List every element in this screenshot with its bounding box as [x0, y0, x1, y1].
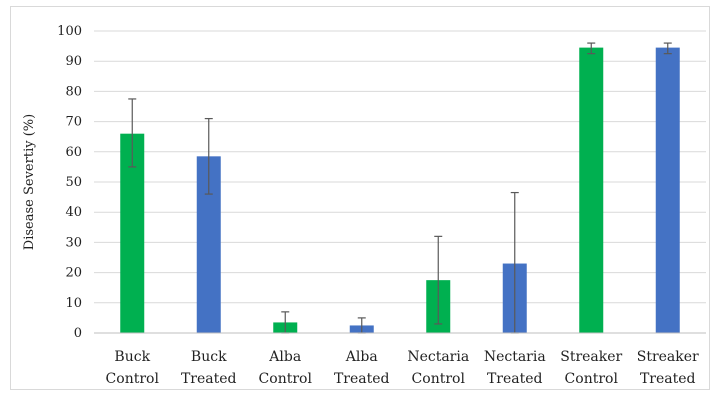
x-tick-label: Buck Treated	[181, 349, 237, 387]
y-tick-label: 10	[65, 296, 82, 311]
y-axis-label: Disease Severtiy (%)	[22, 114, 37, 250]
error-bar	[204, 117, 213, 195]
error-bar	[128, 98, 137, 168]
x-tick-label: Buck Control	[106, 349, 160, 387]
y-tick-label: 90	[65, 54, 82, 69]
y-tick-label: 50	[65, 175, 82, 190]
x-tick-label: Nectaria Treated	[484, 349, 546, 387]
y-tick-label: 0	[74, 326, 82, 341]
x-axis-labels: Buck Control Buck Treated Alba Control Alba Tre…	[106, 349, 699, 387]
y-tick-label: 20	[65, 266, 82, 281]
y-axis-ticks: 0 10 20 30 40 50 60 70 80 90 100	[57, 24, 82, 341]
y-tick-label: 70	[65, 115, 82, 130]
x-tick-label: Streaker Treated	[637, 349, 699, 387]
x-tick-label: Alba Control	[259, 349, 313, 387]
y-tick-label: 40	[65, 205, 82, 220]
y-tick-label: 60	[65, 145, 82, 160]
error-bar	[434, 235, 443, 325]
bar	[655, 47, 680, 334]
bar	[579, 47, 604, 334]
chart-container: 0 10 20 30 40 50 60 70 80 90 100 Buck Control Buck Tr…	[10, 6, 710, 390]
error-bar	[663, 42, 672, 55]
error-bars	[128, 42, 672, 334]
x-tick-label: Nectaria Control	[407, 349, 469, 387]
y-tick-label: 100	[57, 24, 82, 39]
x-tick-label: Streaker Control	[560, 349, 622, 387]
y-tick-label: 80	[65, 84, 82, 99]
bars	[120, 47, 680, 334]
x-tick-label: Alba Treated	[334, 349, 390, 387]
error-bar	[587, 42, 596, 55]
y-tick-label: 30	[65, 235, 82, 250]
bar-chart: 0 10 20 30 40 50 60 70 80 90 100 Buck Control Buck Tr…	[22, 24, 706, 387]
gridlines	[94, 30, 706, 304]
